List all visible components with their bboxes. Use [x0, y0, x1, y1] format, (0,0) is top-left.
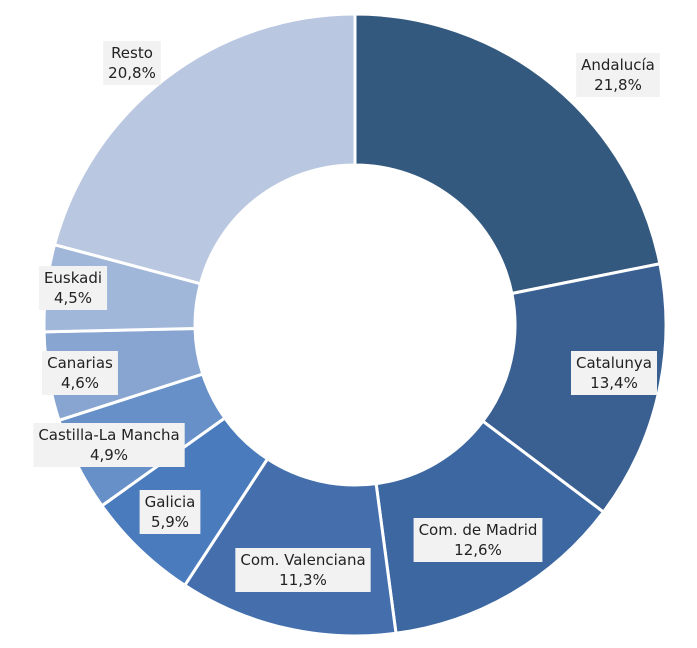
label-canarias: Canarias 4,6%: [42, 351, 118, 395]
slice-name-label: Catalunya: [576, 354, 652, 372]
label-catalunya: Catalunya 13,4%: [571, 351, 657, 395]
slice-name-label: Canarias: [47, 354, 113, 372]
label-background: [33, 423, 185, 467]
label-background: [413, 518, 543, 562]
label-euskadi: Euskadi 4,5%: [38, 266, 108, 310]
slice-value-label: 20,8%: [108, 64, 156, 82]
label-background: [42, 351, 118, 395]
slice-name-label: Castilla-La Mancha: [38, 426, 179, 444]
label-background: [139, 490, 201, 534]
label-background: [576, 53, 660, 97]
slice-value-label: 21,8%: [594, 76, 642, 94]
label-background: [103, 41, 161, 85]
label-castilla-la-mancha: Castilla-La Mancha 4,9%: [33, 423, 185, 467]
slice-name-label: Com. de Madrid: [419, 521, 538, 539]
slice-name-label: Galicia: [145, 493, 196, 511]
label-background: [38, 266, 108, 310]
slice-andalucia: [353, 12, 662, 296]
label-andalucia: Andalucía 21,8%: [576, 53, 660, 97]
label-background: [235, 548, 371, 592]
label-background: [571, 351, 657, 395]
label-com-de-madrid: Com. de Madrid 12,6%: [413, 518, 543, 562]
label-com-valenciana: Com. Valenciana 11,3%: [235, 548, 371, 592]
slice-name-label: Euskadi: [44, 269, 102, 287]
donut-slices: [42, 12, 668, 638]
slice-value-label: 4,9%: [90, 446, 128, 464]
label-resto: Resto 20,8%: [103, 41, 161, 85]
donut-labels: Andalucía 21,8% Catalunya 13,4% Com. de Madr…: [33, 41, 660, 592]
slice-name-label: Andalucía: [581, 56, 655, 74]
slice-value-label: 12,6%: [454, 541, 502, 559]
slice-value-label: 5,9%: [151, 513, 189, 531]
slice-name-label: Com. Valenciana: [240, 551, 365, 569]
slice-value-label: 11,3%: [279, 571, 327, 589]
label-galicia: Galicia 5,9%: [139, 490, 201, 534]
slice-name-label: Resto: [111, 44, 153, 62]
slice-value-label: 4,5%: [54, 289, 92, 307]
slice-value-label: 13,4%: [590, 374, 638, 392]
slice-resto: [52, 12, 357, 286]
slice-value-label: 4,6%: [61, 374, 99, 392]
